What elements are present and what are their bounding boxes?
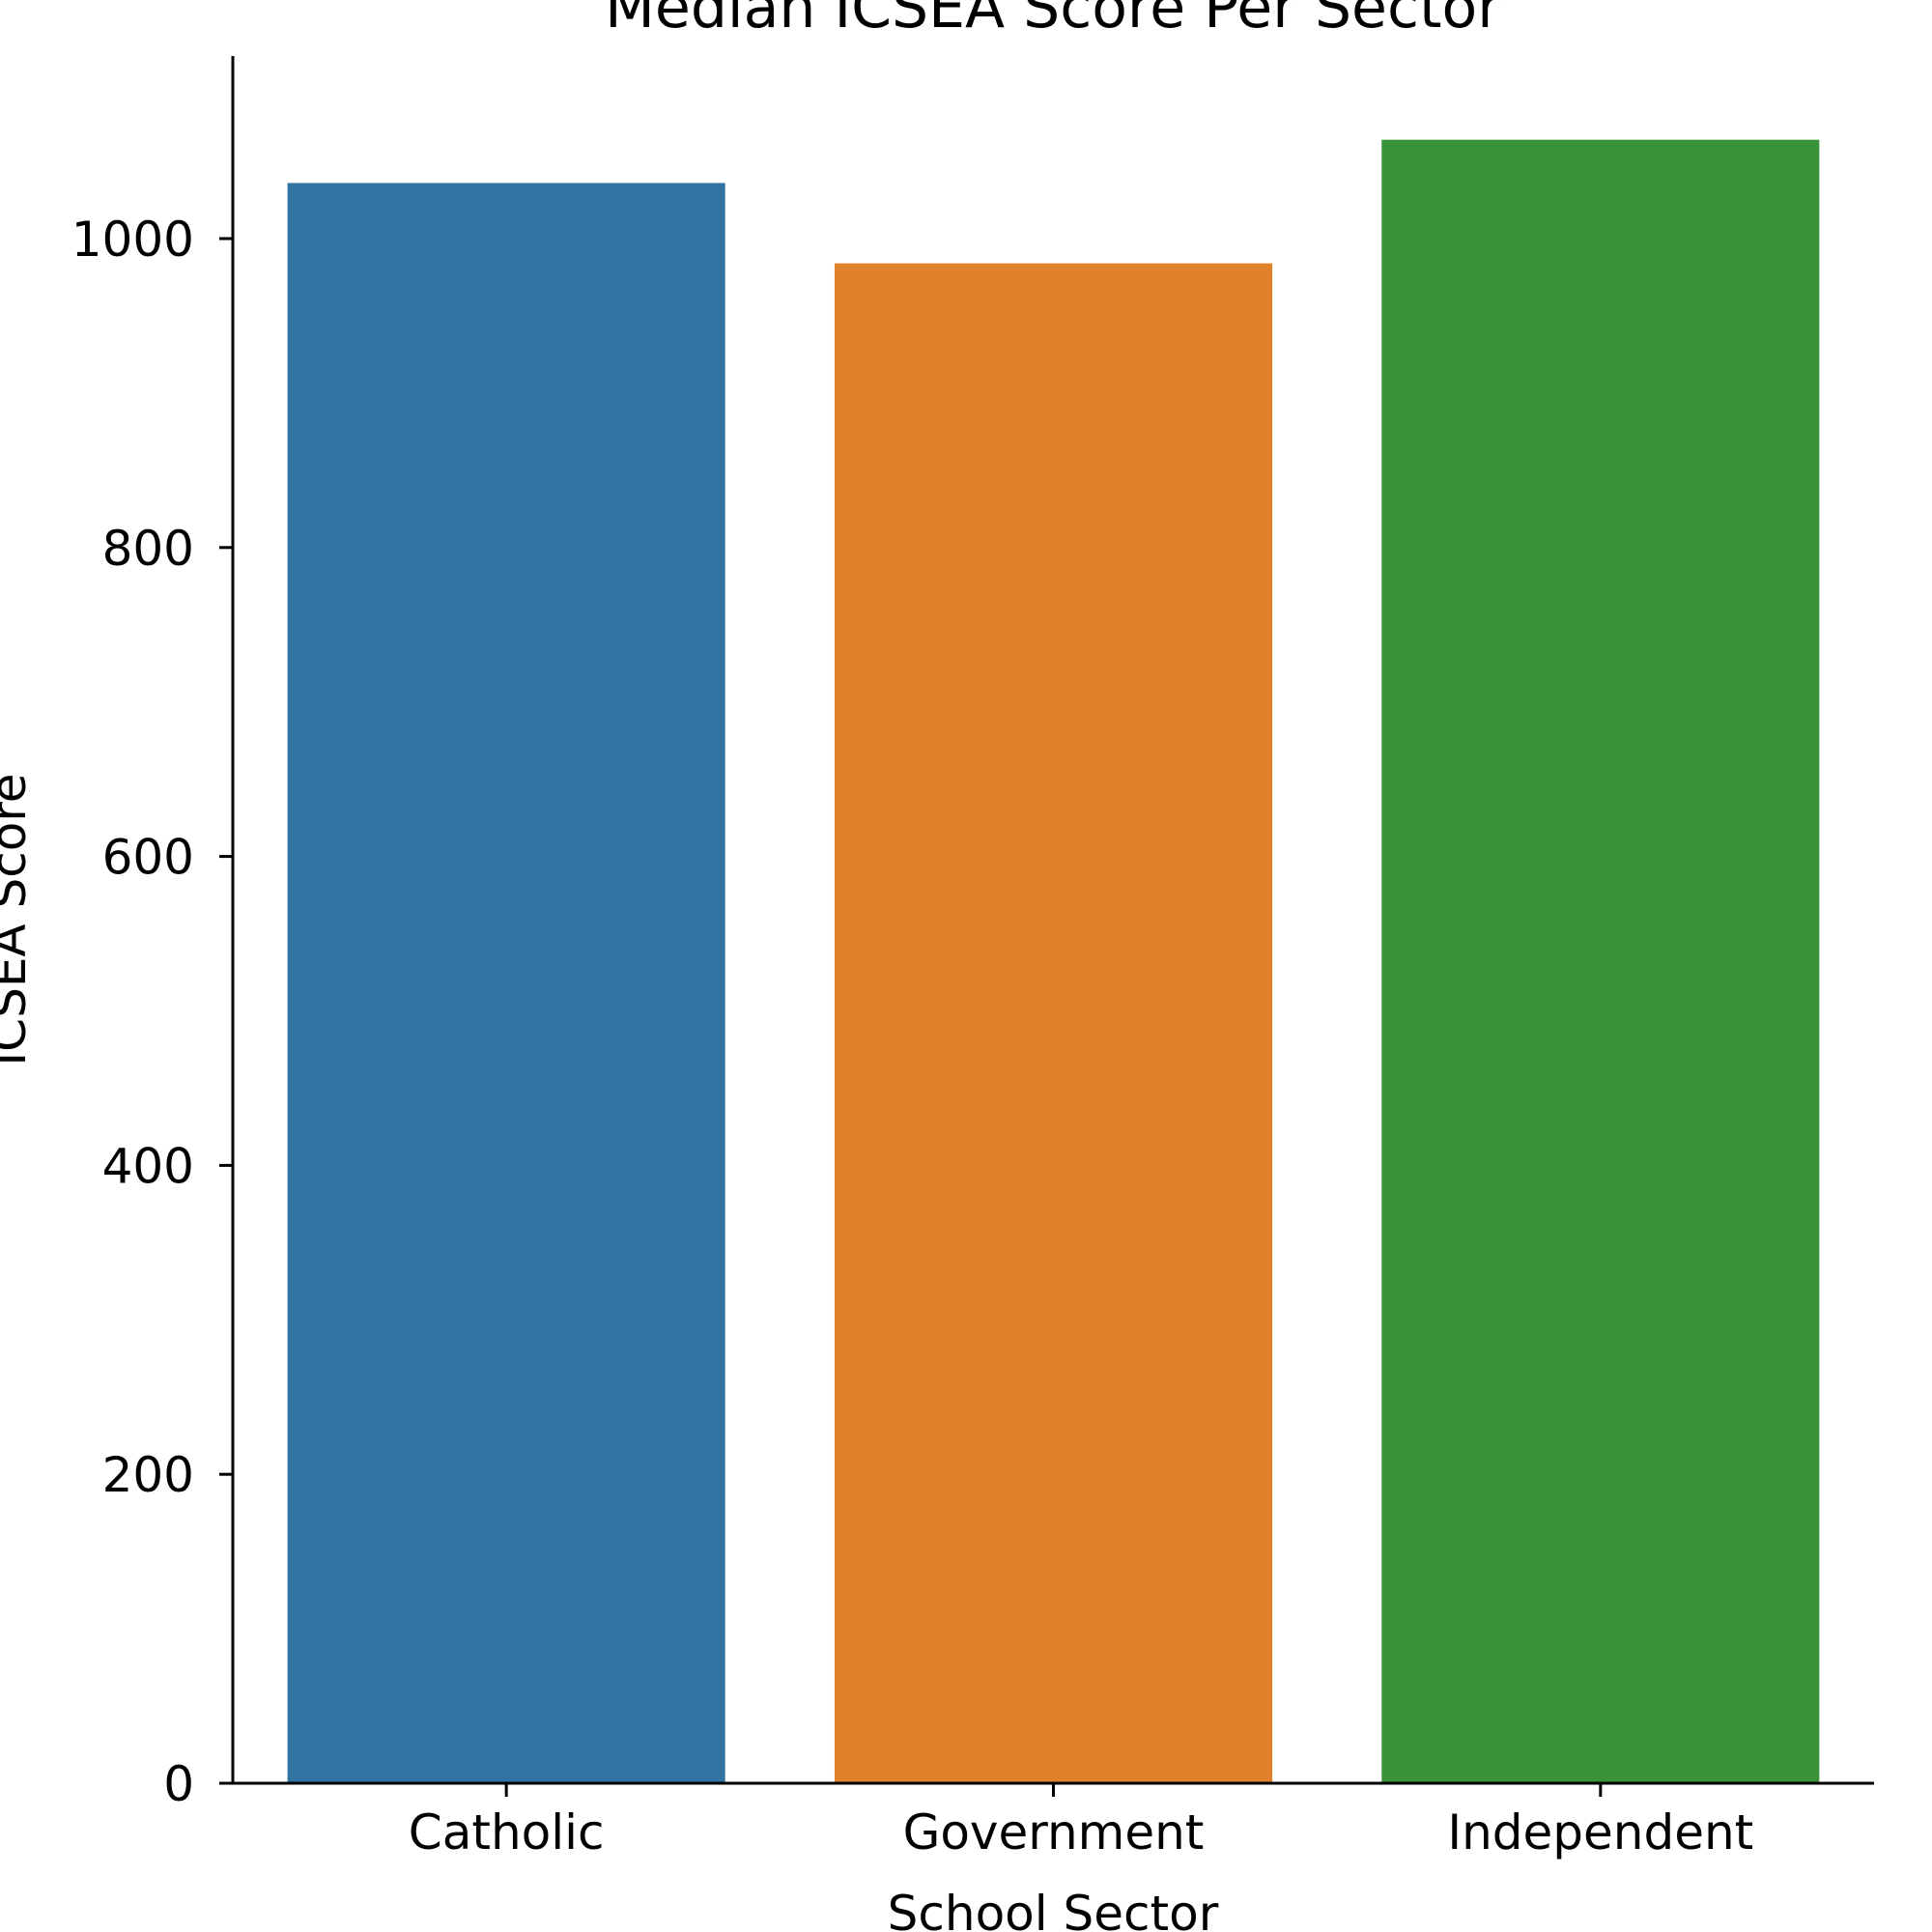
x-ticks-group: Catholic Government Independent <box>409 1783 1753 1861</box>
x-axis-label: School Sector <box>888 1886 1219 1932</box>
y-tick-label: 400 <box>102 1138 194 1194</box>
x-tick-label: Independent <box>1447 1804 1753 1861</box>
y-tick-label: 800 <box>102 521 194 577</box>
y-tick-label: 600 <box>102 830 194 886</box>
y-tick-label: 0 <box>163 1756 194 1812</box>
bar-catholic <box>287 183 725 1783</box>
y-ticks-group: 0 200 400 600 800 1000 <box>71 212 233 1812</box>
x-tick-label: Catholic <box>409 1804 605 1861</box>
x-tick-label: Government <box>903 1804 1205 1861</box>
bars-group <box>287 139 1820 1784</box>
y-tick-label: 200 <box>102 1447 194 1503</box>
chart-title: Median ICSEA Score Per Sector <box>605 0 1501 42</box>
bar-independent <box>1381 139 1820 1783</box>
y-axis-label: ICSEA Score <box>0 773 37 1065</box>
bar-government <box>834 263 1273 1784</box>
y-tick-label: 1000 <box>71 212 194 268</box>
